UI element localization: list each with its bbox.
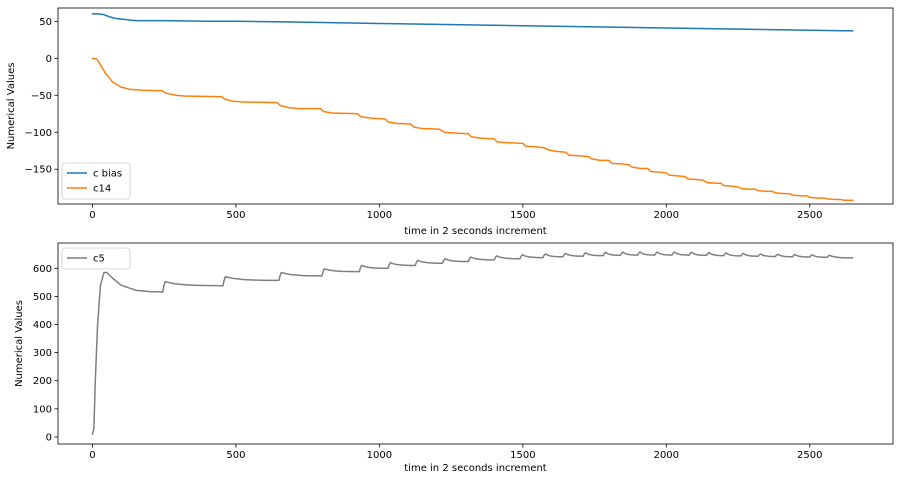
y-tick-label: 200 bbox=[33, 376, 52, 387]
series-line-c14 bbox=[91, 57, 854, 202]
series-line-c-bias bbox=[91, 13, 854, 32]
x-tick-label: 1000 bbox=[367, 450, 392, 461]
series-line-c5 bbox=[91, 251, 854, 435]
top-chart-plot-frame bbox=[57, 7, 894, 205]
legend-box bbox=[61, 247, 131, 270]
x-tick-label: 500 bbox=[226, 210, 245, 221]
y-tick-label: −100 bbox=[25, 128, 52, 139]
y-tick-label: 50 bbox=[39, 17, 52, 28]
x-tick-label: 500 bbox=[226, 450, 245, 461]
x-tick-label: 2500 bbox=[797, 210, 822, 221]
x-tick-label: 1000 bbox=[367, 210, 392, 221]
y-tick-label: 500 bbox=[33, 292, 52, 303]
bottom-chart-x-axis-label: time in 2 seconds increment bbox=[404, 463, 547, 474]
bottom-chart-panel: 0 500 1000 1500 2000 25006005004003002001000 … bbox=[14, 242, 894, 474]
y-tick-label: 100 bbox=[33, 404, 52, 415]
y-tick-label: −50 bbox=[31, 91, 52, 102]
bottom-chart-series-layer bbox=[91, 251, 854, 435]
y-tick-label: 400 bbox=[33, 320, 52, 331]
legend-box bbox=[61, 162, 131, 200]
bottom-chart-plot-frame bbox=[57, 242, 894, 445]
top-chart-x-axis-label: time in 2 seconds increment bbox=[404, 226, 547, 237]
x-tick-label: 0 bbox=[89, 450, 95, 461]
x-tick-label: 1500 bbox=[510, 450, 535, 461]
legend-label: c14 bbox=[93, 184, 111, 195]
x-tick-label: 1500 bbox=[510, 210, 535, 221]
legend-label: c bias bbox=[93, 169, 122, 180]
top-chart-legend: c bias c14 bbox=[61, 162, 131, 200]
legend-label: c5 bbox=[93, 254, 105, 265]
x-tick-label: 0 bbox=[89, 210, 95, 221]
x-tick-label: 2500 bbox=[797, 450, 822, 461]
y-tick-label: 0 bbox=[46, 54, 52, 65]
bottom-chart-y-axis-label: Numerical Values bbox=[14, 300, 25, 387]
y-tick-label: −150 bbox=[25, 165, 52, 176]
top-chart-series-layer bbox=[91, 13, 854, 202]
y-tick-label: 300 bbox=[33, 348, 52, 359]
top-chart-y-axis-label: Numerical Values bbox=[6, 63, 17, 150]
y-tick-label: 0 bbox=[46, 432, 52, 443]
x-tick-label: 2000 bbox=[654, 450, 679, 461]
bottom-chart-legend: c5 bbox=[61, 247, 131, 270]
x-tick-label: 2000 bbox=[654, 210, 679, 221]
y-tick-label: 600 bbox=[33, 264, 52, 275]
